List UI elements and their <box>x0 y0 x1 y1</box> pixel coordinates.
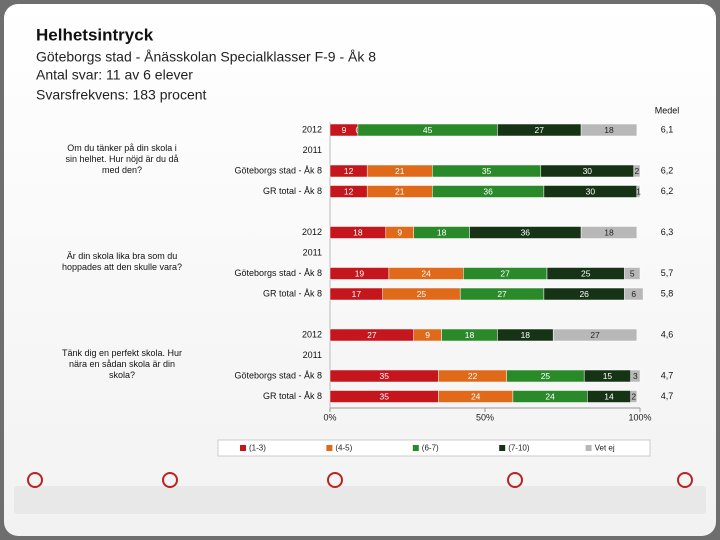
category-label: 2011 <box>303 350 322 360</box>
bar-value-label: 24 <box>545 391 555 401</box>
legend-label: (4-5) <box>335 444 352 453</box>
category-label: GR total - Åk 8 <box>263 186 322 196</box>
bar-value-label: 12 <box>344 166 354 176</box>
bar-value-label: 27 <box>500 268 510 278</box>
bar-value-label: 30 <box>586 186 596 196</box>
legend-swatch <box>326 445 333 451</box>
bar-segment <box>630 390 638 403</box>
category-label: 2011 <box>303 247 322 257</box>
bar-value-label: 27 <box>367 330 377 340</box>
mean-value: 6,2 <box>661 186 674 196</box>
legend-label: (6-7) <box>422 444 439 453</box>
bar-value-label: 2 <box>635 166 640 176</box>
mean-value: 6,1 <box>661 124 674 134</box>
category-label: 2012 <box>302 329 322 339</box>
bar-value-label: 6 <box>631 289 636 299</box>
mean-value: 5,8 <box>661 288 674 298</box>
bar-value-label: 21 <box>395 186 405 196</box>
bar-value-label: 35 <box>482 166 492 176</box>
bar-segment <box>636 185 641 198</box>
legend-swatch <box>499 445 506 451</box>
bar-value-label: 18 <box>437 227 447 237</box>
mean-value: 6,2 <box>661 165 674 175</box>
mean-value: 4,7 <box>661 370 674 380</box>
bar-value-label: 27 <box>535 125 545 135</box>
bar-value-label: 17 <box>352 289 362 299</box>
bar-value-label: 30 <box>583 166 593 176</box>
category-label: 2011 <box>303 145 322 155</box>
bar-value-label: 25 <box>541 371 551 381</box>
legend-swatch <box>585 445 592 451</box>
bar-value-label: 2 <box>631 391 636 401</box>
category-label: Göteborgs stad - Åk 8 <box>234 165 322 175</box>
bar-value-label: 24 <box>471 391 481 401</box>
bar-value-label: 15 <box>603 371 613 381</box>
category-label: GR total - Åk 8 <box>263 391 322 401</box>
mean-value: 4,7 <box>661 391 674 401</box>
bar-value-label: 35 <box>380 391 390 401</box>
mean-value: 4,6 <box>661 329 674 339</box>
bar-value-label: 18 <box>604 125 614 135</box>
legend-label: (1-3) <box>249 444 266 453</box>
question-label: Är din skola lika bra som du hoppades att… <box>62 251 182 272</box>
legend-label: Vet ej <box>595 444 615 453</box>
subtitle: Göteborgs stad - Ånässkolan Specialklass… <box>36 49 376 65</box>
bar-value-label: 5 <box>630 268 635 278</box>
question-label: Tänk dig en perfekt skola. Hur nära en så… <box>62 348 182 380</box>
subtitle: Svarsfrekvens: 183 procent <box>36 87 207 103</box>
category-label: GR total - Åk 8 <box>263 288 322 298</box>
category-label: 2012 <box>302 227 322 237</box>
bar-segment <box>580 226 638 239</box>
bar-value-label: 18 <box>521 330 531 340</box>
bar-value-label: 36 <box>521 227 531 237</box>
bar-value-label: 9 <box>425 330 430 340</box>
category-label: Göteborgs stad - Åk 8 <box>234 370 322 380</box>
bar-value-label: 27 <box>497 289 507 299</box>
bar-value-label: 22 <box>468 371 478 381</box>
bar-value-label: 12 <box>344 186 354 196</box>
bar-value-label: 21 <box>395 166 405 176</box>
bar-value-label: 18 <box>604 227 614 237</box>
bar-segment <box>624 267 641 280</box>
legend-label: (7-10) <box>508 444 530 453</box>
bar-value-label: 26 <box>579 289 589 299</box>
mean-value: 5,7 <box>661 268 674 278</box>
x-tick-label: 0% <box>323 412 336 422</box>
bar-value-label: 45 <box>423 125 433 135</box>
bar-value-label: 35 <box>380 371 390 381</box>
bar-segment <box>580 123 638 137</box>
footer-decoration <box>14 472 706 514</box>
bar-value-label: 25 <box>581 268 591 278</box>
bar-segment <box>552 328 638 342</box>
title: Helhetsintryck <box>36 25 154 44</box>
bar-value-label: 18 <box>465 330 475 340</box>
question-label: Om du tänker på din skola i sin helhet. H… <box>65 143 178 175</box>
bar-value-label: 18 <box>353 227 363 237</box>
bar-value-label: 1 <box>636 186 641 196</box>
bar-segment <box>624 287 644 301</box>
x-tick-label: 100% <box>628 412 651 422</box>
category-label: 2012 <box>302 124 322 134</box>
bar-value-label: 14 <box>604 391 614 401</box>
bar-value-label: 27 <box>590 330 600 340</box>
x-tick-label: 50% <box>476 412 494 422</box>
bar-segment <box>630 369 641 383</box>
subtitle: Antal svar: 11 av 6 elever <box>36 67 193 83</box>
bar-value-label: 9 <box>342 125 347 135</box>
legend-swatch <box>240 445 246 451</box>
legend-box <box>217 439 651 457</box>
legend-swatch <box>412 445 419 451</box>
bar-value-label: 9 <box>397 227 402 237</box>
bar-value-label: 24 <box>421 268 431 278</box>
bar-value-label: 19 <box>355 268 365 278</box>
mean-value: 6,3 <box>661 227 674 237</box>
bar-value-label: 36 <box>483 186 493 196</box>
category-label: Göteborgs stad - Åk 8 <box>234 268 322 278</box>
bar-value-label: 25 <box>417 289 427 299</box>
mean-header: Medel <box>655 105 680 115</box>
bar-value-label: 3 <box>633 371 638 381</box>
bar-segment <box>633 164 641 178</box>
